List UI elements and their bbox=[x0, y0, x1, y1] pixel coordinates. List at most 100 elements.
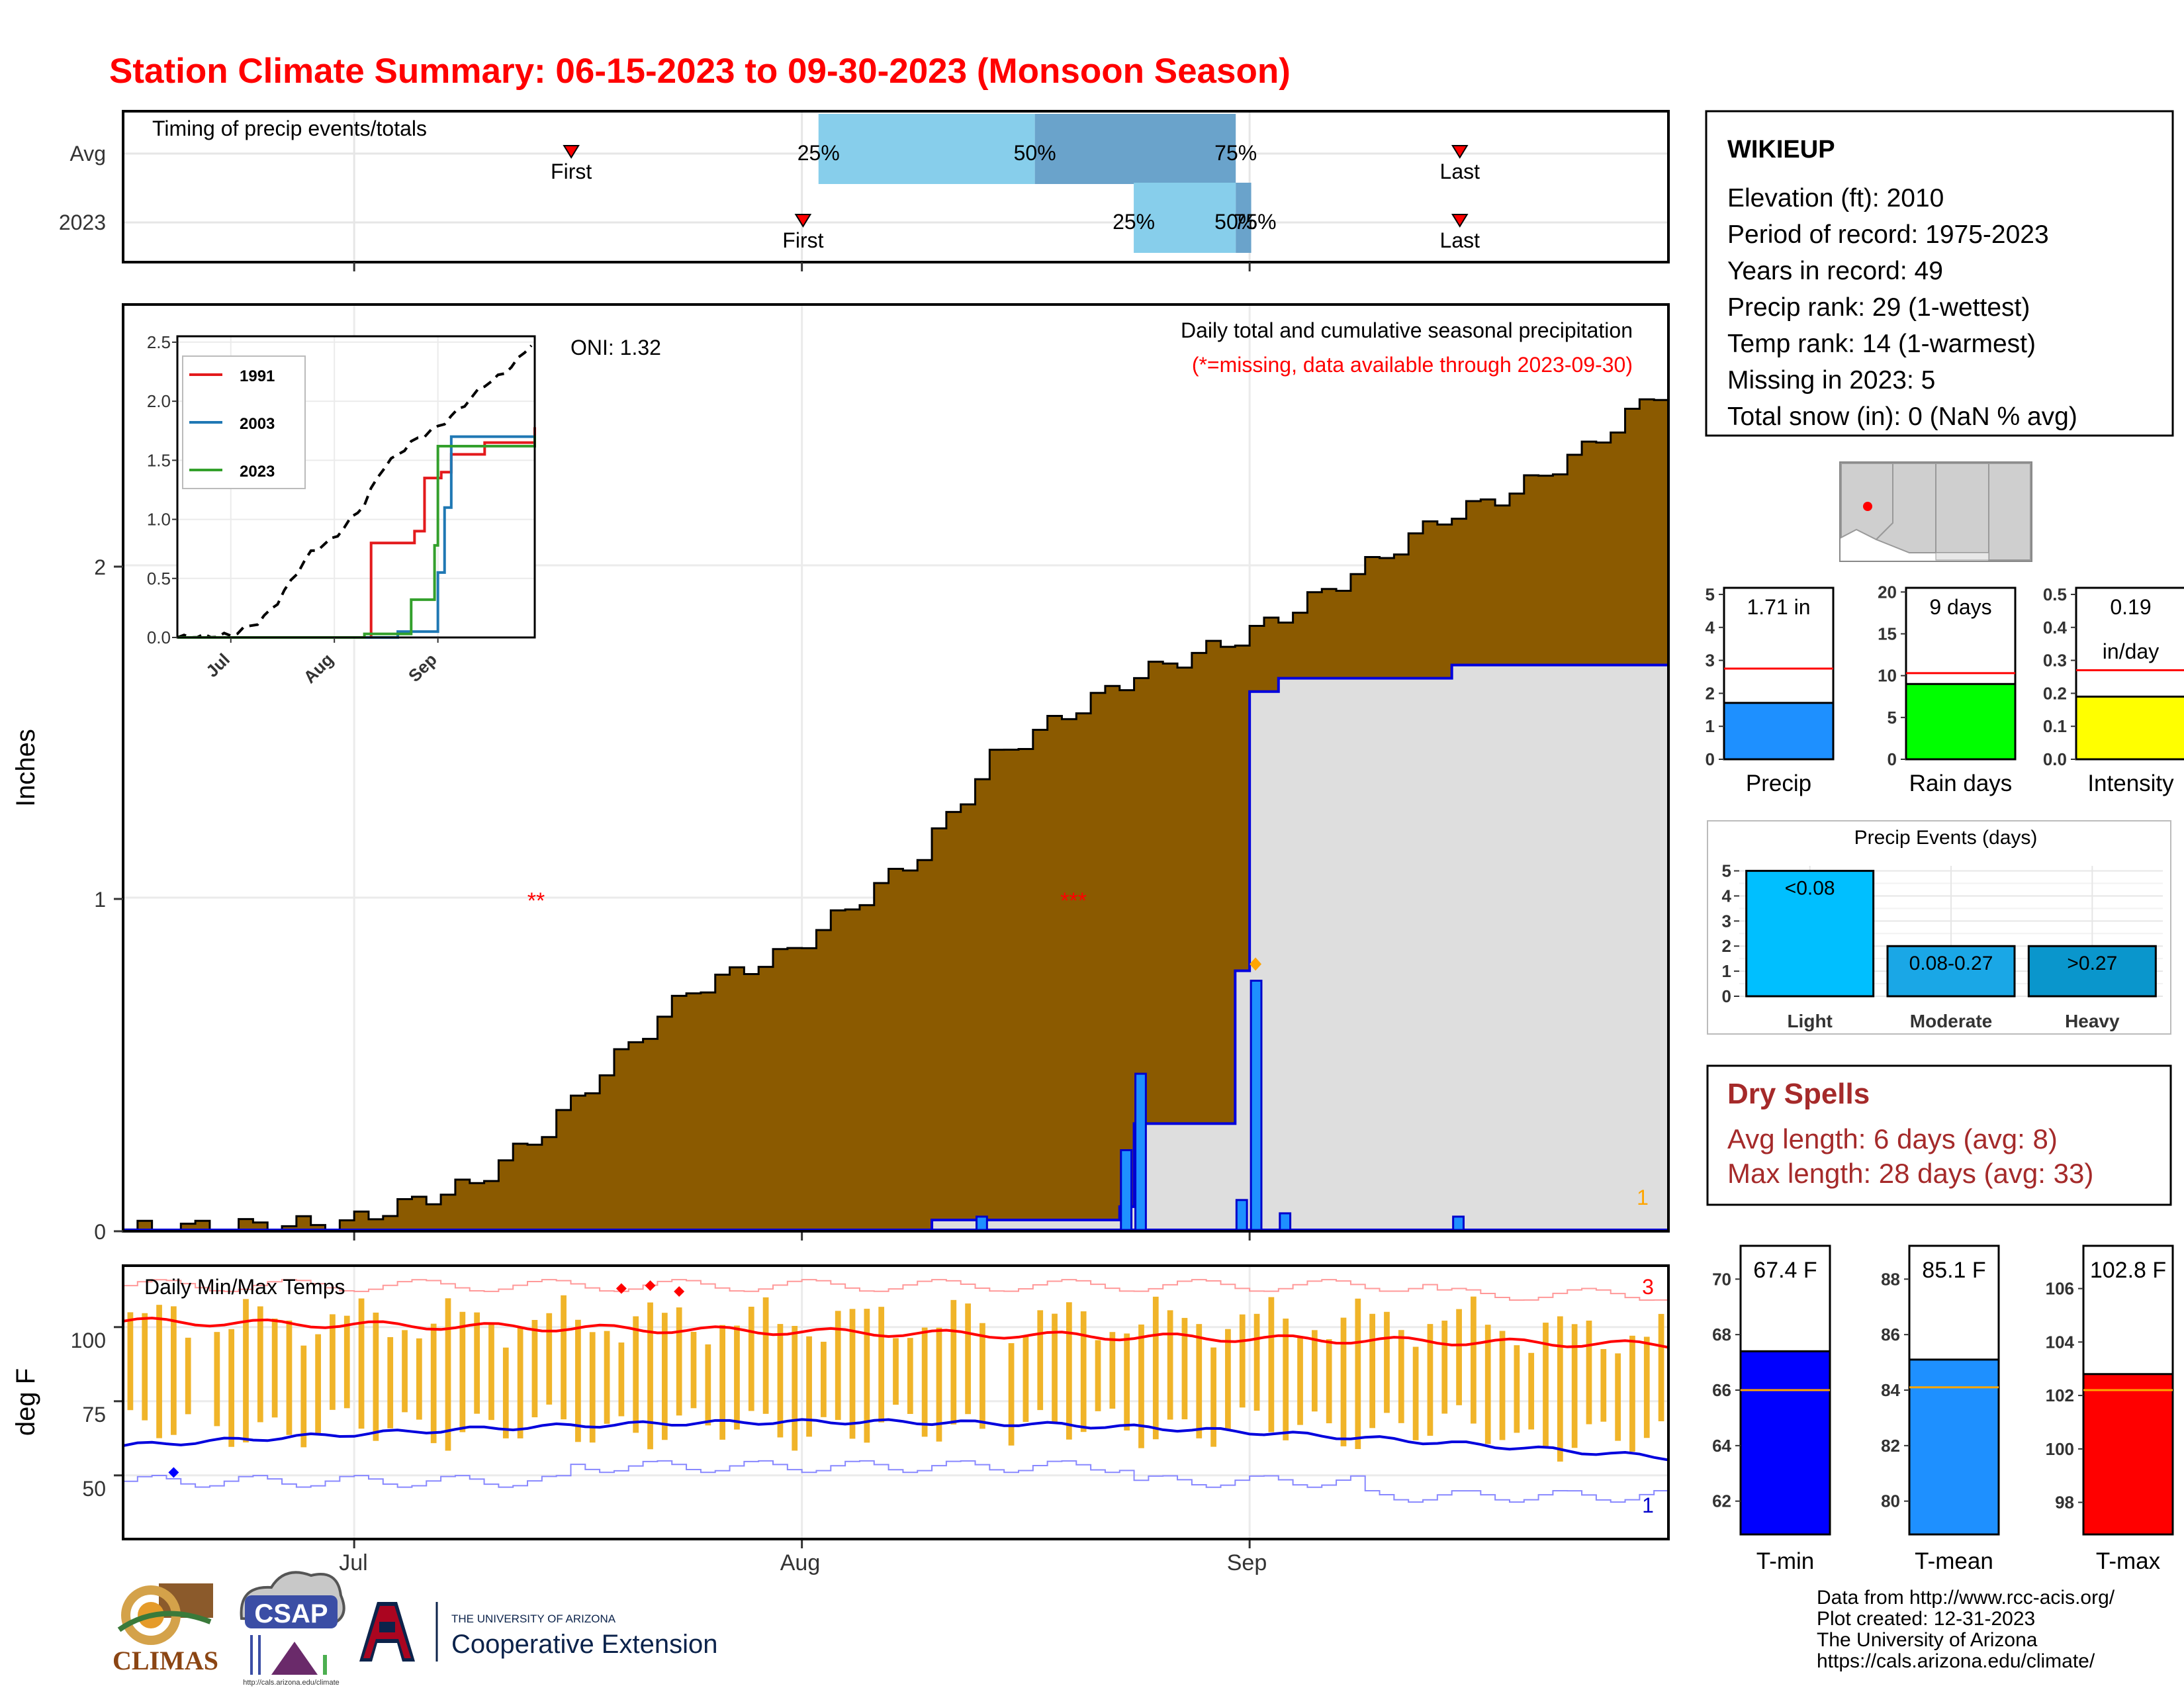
mini-bar-tick-label: 0.3 bbox=[2043, 651, 2067, 671]
daily-temp-range-bar bbox=[1629, 1335, 1635, 1452]
mini-bar-tick-label: 0 bbox=[1706, 749, 1715, 769]
daily-temp-range-bar bbox=[1253, 1313, 1260, 1411]
daily-precip-bar bbox=[1250, 980, 1263, 1231]
mini-bar-tick-label: 0.2 bbox=[2043, 683, 2067, 703]
temp-bar-value-text: 67.4 F bbox=[1753, 1258, 1817, 1283]
locator-map bbox=[1839, 461, 2032, 562]
dry-spells-max: Max length: 28 days (avg: 33) bbox=[1727, 1158, 2093, 1189]
dry-spells-title: Dry Spells bbox=[1727, 1078, 1870, 1110]
precip-ytick-1: 1 bbox=[94, 888, 106, 912]
inset-ytick-label: 1.0 bbox=[147, 510, 171, 530]
record-high-line bbox=[123, 1279, 1668, 1301]
inset-ytick-label: 2.0 bbox=[147, 391, 171, 411]
inset-ytick-label: 2.5 bbox=[147, 332, 171, 352]
footer-data-source: Data from http://www.rcc-acis.org/ bbox=[1817, 1587, 2115, 1609]
station-info-box: WIKIEUP Elevation (ft): 2010 Period of r… bbox=[1705, 110, 2174, 437]
daily-temp-range-bar bbox=[1528, 1352, 1535, 1430]
csap-logo: CSAP http://cals.arizona.edu/climate bbox=[240, 1571, 345, 1687]
mini-bar-tick-label: 5 bbox=[1888, 708, 1897, 727]
daily-temp-range-bar bbox=[1615, 1353, 1621, 1441]
first-event-marker bbox=[794, 214, 812, 228]
temp-bar-tick-label: 100 bbox=[2046, 1439, 2074, 1459]
timing-row-2023-label: 2023 bbox=[59, 211, 106, 234]
temp-bar-t-mean: 80 82 84 86 88 85.1 F T-mean bbox=[1881, 1244, 2000, 1574]
last-event-label: Last bbox=[1440, 228, 1480, 252]
csap-logo-text: CSAP bbox=[254, 1599, 328, 1628]
daily-temp-range-bar bbox=[343, 1315, 350, 1409]
temp-bar-tick-label: 102 bbox=[2046, 1385, 2074, 1405]
daily-temp-range-bar bbox=[1471, 1296, 1477, 1424]
temp-bar-tick-label: 80 bbox=[1881, 1491, 1900, 1511]
station-years: Years in record: 49 bbox=[1727, 257, 1943, 285]
daily-temp-range-bar bbox=[792, 1326, 798, 1451]
csap-logo-url: http://cals.arizona.edu/climate bbox=[243, 1679, 340, 1687]
daily-temp-range-bar bbox=[950, 1299, 957, 1425]
events-tick-label: 0 bbox=[1722, 986, 1731, 1006]
daily-temp-range-bar bbox=[676, 1307, 682, 1416]
quartile-label-25: 25% bbox=[797, 141, 840, 165]
precip-events-title: Precip Events (days) bbox=[1854, 827, 2038, 849]
daily-temp-range-bar bbox=[1543, 1323, 1549, 1449]
events-bar-light bbox=[1745, 870, 1875, 998]
events-tick-label: 3 bbox=[1722, 911, 1731, 931]
daily-temp-range-bar bbox=[214, 1332, 220, 1427]
daily-temp-range-bar bbox=[373, 1312, 379, 1441]
inset-ytick-label: 0.5 bbox=[147, 569, 171, 588]
mini-bar-tick-label: 5 bbox=[1706, 585, 1715, 604]
oni-value: ONI: 1.32 bbox=[570, 336, 661, 359]
mini-bar-tick-label: 0.1 bbox=[2043, 716, 2067, 736]
daily-temp-range-bar bbox=[1355, 1298, 1361, 1450]
mini-bar-tick-label: 0.4 bbox=[2043, 618, 2068, 637]
events-bar-moderate bbox=[1886, 945, 2016, 998]
daily-temp-range-bar bbox=[1441, 1321, 1448, 1414]
daily-temp-range-bar bbox=[589, 1332, 596, 1443]
daily-temp-range-bar bbox=[1052, 1313, 1058, 1424]
daily-temp-range-bar bbox=[1283, 1318, 1289, 1440]
x-axis: Jul Aug Sep bbox=[339, 1550, 1267, 1575]
mini-bar-tick-label: 4 bbox=[1706, 618, 1715, 637]
daily-temp-range-bar bbox=[1384, 1311, 1390, 1413]
quartile-bar-lower bbox=[1134, 183, 1236, 253]
x-tick-jul: Jul bbox=[339, 1550, 367, 1575]
mini-bar-label: Intensity bbox=[2087, 771, 2174, 796]
station-period: Period of record: 1975-2023 bbox=[1727, 220, 2049, 249]
daily-temp-range-bar bbox=[1181, 1317, 1188, 1420]
temps-ytick-75: 75 bbox=[82, 1403, 106, 1427]
footer-university: The University of Arizona bbox=[1817, 1629, 2038, 1651]
mini-bar-tick-label: 0.5 bbox=[2043, 585, 2067, 604]
record-high-marker bbox=[645, 1280, 656, 1291]
daily-temp-range-bar bbox=[1499, 1331, 1506, 1440]
mini-bar-tick-label: 15 bbox=[1878, 624, 1897, 643]
precip-ylabel: Inches bbox=[11, 729, 40, 807]
temp-bar-value-bar bbox=[1739, 1350, 1831, 1536]
quartile-label-75: 75% bbox=[1214, 141, 1257, 165]
dry-spells-box: Dry Spells Avg length: 6 days (avg: 8) M… bbox=[1706, 1064, 2172, 1206]
missing-marker: *** bbox=[1060, 888, 1087, 914]
daily-temp-range-bar bbox=[142, 1313, 148, 1421]
timing-label: Timing of precip events/totals bbox=[152, 117, 427, 140]
mini-bar-tick-label: 20 bbox=[1878, 582, 1897, 602]
daily-temp-range-bar bbox=[1080, 1311, 1087, 1432]
daily-temp-range-bar bbox=[1037, 1310, 1044, 1411]
events-tick-label: 1 bbox=[1722, 961, 1731, 981]
events-bar-label: >0.27 bbox=[2067, 953, 2117, 974]
temp-bar-tick-label: 106 bbox=[2046, 1279, 2074, 1299]
temp-bar-value-bar bbox=[2082, 1373, 2174, 1536]
temp-bar-tick-label: 70 bbox=[1712, 1269, 1731, 1289]
temp-bar-tick-label: 88 bbox=[1881, 1269, 1900, 1289]
daily-temp-range-bar bbox=[1167, 1310, 1173, 1420]
daily-temp-range-bar bbox=[849, 1309, 856, 1439]
record-low-marker bbox=[168, 1467, 179, 1478]
record-low-line bbox=[123, 1460, 1668, 1503]
precip-corner-count: 1 bbox=[1637, 1186, 1649, 1209]
extension-logo-big: Cooperative Extension bbox=[451, 1630, 717, 1659]
x-tick-sep: Sep bbox=[1227, 1550, 1267, 1575]
daily-temp-range-bar bbox=[965, 1303, 971, 1415]
inset-legend: 1991 2003 2023 bbox=[182, 355, 306, 489]
daily-temp-range-bar bbox=[1268, 1297, 1275, 1432]
temp-bar-tick-label: 62 bbox=[1712, 1491, 1731, 1511]
daily-precip-bar bbox=[976, 1215, 988, 1231]
temps-count-bottom: 1 bbox=[1642, 1493, 1654, 1517]
university-arizona-logo: THE UNIVERSITY OF ARIZONA Cooperative Ex… bbox=[359, 1602, 717, 1662]
